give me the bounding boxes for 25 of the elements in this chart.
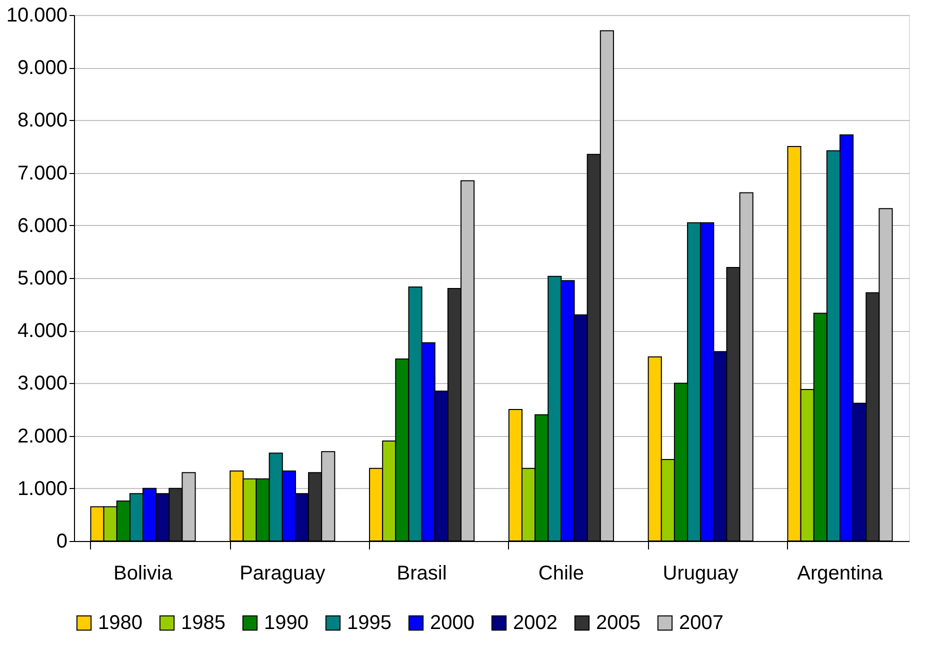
legend-label: 1980 xyxy=(98,612,142,634)
y-tick-label: 1.000 xyxy=(17,478,68,500)
y-tick-label: 6.000 xyxy=(17,214,68,237)
y-tick-label: 2.000 xyxy=(17,425,68,448)
y-tick-label: 5.000 xyxy=(17,268,68,290)
legend-label: 1985 xyxy=(181,612,226,634)
x-tick-label: Paraguay xyxy=(240,562,326,584)
y-tick-label: 3.000 xyxy=(17,372,68,395)
x-tick-label: Chile xyxy=(538,562,584,584)
legend-label: 1995 xyxy=(347,612,392,634)
legend-label: 2000 xyxy=(430,612,474,634)
y-tick-label: 4.000 xyxy=(17,320,68,342)
y-tick-label: 0 xyxy=(56,530,68,552)
y-tick-label: 8.000 xyxy=(17,110,68,132)
x-tick-label: Bolivia xyxy=(114,562,174,584)
legend-label: 1990 xyxy=(264,612,308,634)
legend-label: 2002 xyxy=(513,612,558,634)
x-tick-label: Uruguay xyxy=(662,562,738,584)
y-tick-label: 9.000 xyxy=(17,57,68,80)
legend-label: 2007 xyxy=(679,612,724,634)
x-tick-label: Argentina xyxy=(797,562,884,584)
y-tick-label: 7.000 xyxy=(17,162,68,184)
y-tick-label: 10.000 xyxy=(6,4,68,26)
x-tick-label: Brasil xyxy=(396,562,447,584)
legend-label: 2005 xyxy=(596,612,640,634)
